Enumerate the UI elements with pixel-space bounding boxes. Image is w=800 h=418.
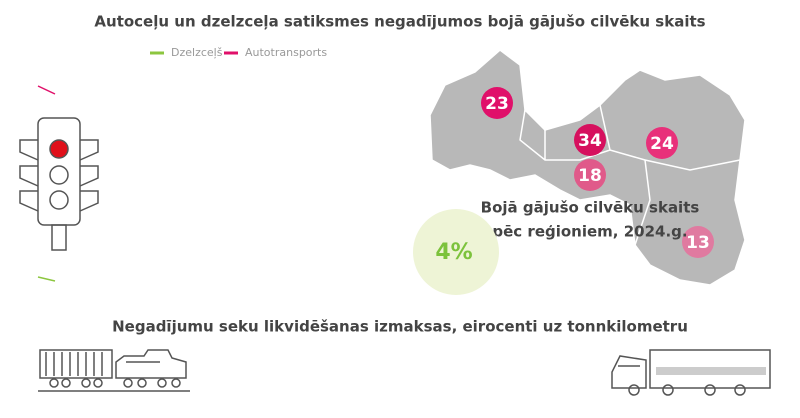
marker	[574, 124, 606, 156]
title: Autoceļu un dzelzceļa satiksmes negadīju…	[94, 13, 705, 31]
legend: Dzelzceļš Autotransports	[150, 46, 327, 59]
marker	[682, 226, 714, 258]
marker	[646, 127, 678, 159]
marker	[481, 87, 513, 119]
truck-icon	[611, 349, 771, 396]
marker	[574, 159, 606, 191]
subtitle: Negadījumu seku likvidēšanas izmaksas, e…	[112, 318, 688, 336]
decoration	[37, 85, 56, 95]
decoration	[37, 276, 56, 282]
map-caption: pēc reģioniem, 2024.g.	[492, 223, 687, 241]
train-icon	[38, 349, 190, 392]
region-value: 18	[578, 166, 602, 186]
region-value: 34	[578, 131, 602, 151]
region-value: 23	[485, 94, 509, 114]
legend-label: Dzelzceļš	[171, 46, 223, 59]
map-caption: Bojā gājušo cilvēku skaits	[481, 199, 700, 217]
legend-label: Autotransports	[245, 46, 327, 59]
region-markers: 23 34 24 18 13	[481, 87, 714, 258]
traffic-light	[19, 117, 99, 251]
region-value: 24	[650, 134, 674, 154]
share-circle	[413, 209, 499, 295]
region-value: 13	[686, 233, 710, 253]
share-value: 4%	[435, 240, 472, 265]
